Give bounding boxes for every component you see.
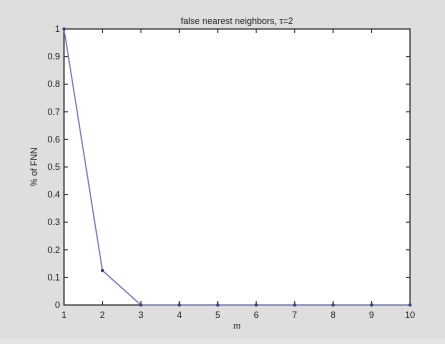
x-axis-ticks: 1 2 3 4 5 6 7 8 9 10 (61, 29, 415, 320)
data-point (62, 27, 66, 31)
data-point (408, 303, 412, 307)
plot-area (63, 28, 411, 306)
x-tick-label: 7 (292, 310, 297, 320)
y-axis-ticks: 0 0.1 0.2 0.3 0.4 0.5 0.6 0.7 0.8 0.9 1 (47, 24, 410, 310)
x-tick-label: 8 (331, 310, 336, 320)
data-point (177, 303, 181, 307)
data-point (293, 303, 297, 307)
data-point (369, 303, 374, 307)
y-tick-label: 0.8 (47, 79, 60, 89)
x-tick-label: 6 (254, 310, 259, 320)
y-tick-label: 0.9 (47, 52, 60, 62)
series-layer (62, 27, 412, 307)
y-tick-label: 0.7 (47, 107, 60, 117)
y-tick-label: 0.4 (47, 190, 60, 200)
y-tick-label: 0 (55, 300, 60, 310)
y-axis-label: % of FNN (29, 147, 39, 186)
x-tick-label: 10 (405, 310, 415, 320)
x-tick-label: 2 (100, 310, 105, 320)
y-tick-label: 0.3 (47, 217, 60, 227)
data-point (254, 303, 258, 307)
x-tick-label: 9 (369, 310, 374, 320)
x-tick-label: 4 (177, 310, 182, 320)
series-line (63, 28, 410, 306)
y-tick-label: 1 (55, 24, 60, 34)
chart-title: false nearest neighbors, τ=2 (181, 16, 293, 26)
y-tick-label: 0.2 (47, 245, 60, 255)
data-point (100, 268, 105, 273)
x-axis-label: m (233, 321, 241, 331)
y-tick-label: 0.5 (47, 162, 60, 172)
x-tick-label: 1 (61, 310, 66, 320)
data-point (331, 303, 335, 307)
data-point (139, 303, 143, 307)
y-tick-label: 0.1 (47, 272, 60, 282)
y-tick-label: 0.6 (47, 134, 60, 144)
data-point (216, 303, 220, 307)
x-tick-label: 5 (215, 310, 220, 320)
x-tick-label: 3 (138, 310, 143, 320)
